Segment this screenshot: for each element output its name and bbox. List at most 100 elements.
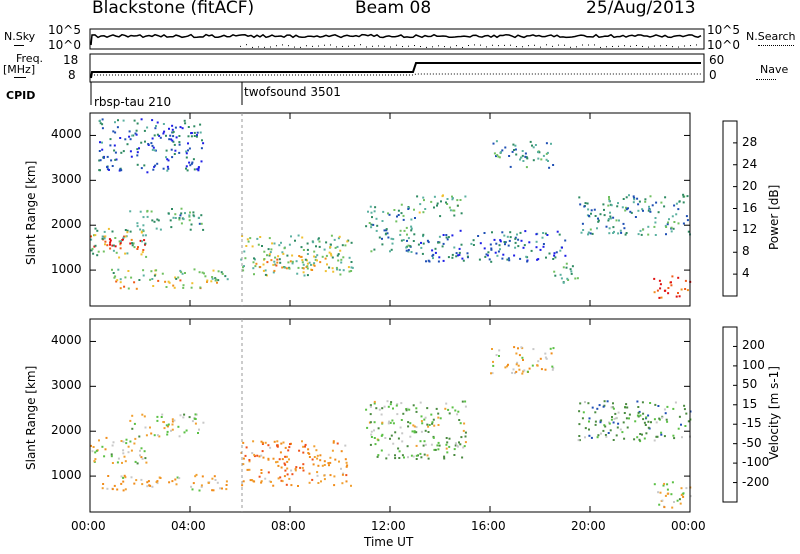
power-point <box>118 256 121 259</box>
power-point <box>109 241 112 244</box>
velocity-point <box>302 445 305 448</box>
velocity-point <box>264 441 267 444</box>
power-point <box>251 245 254 248</box>
velocity-point <box>420 415 423 418</box>
power-point <box>179 269 182 272</box>
velocity-point <box>375 407 378 410</box>
power-point <box>397 209 400 212</box>
nsearch-point <box>666 45 667 47</box>
power-point <box>109 138 112 141</box>
velocity-point <box>528 367 531 370</box>
y-tick-label: 3000 <box>51 172 82 187</box>
power-point <box>264 273 267 276</box>
power-point <box>658 279 661 282</box>
power-point <box>400 212 403 215</box>
velocity-point <box>260 440 263 443</box>
power-point <box>350 266 353 269</box>
velocity-point <box>246 468 249 471</box>
power-point <box>490 260 493 263</box>
velocity-point <box>156 419 159 422</box>
power-point <box>180 212 183 215</box>
power-point <box>441 245 444 248</box>
velocity-point <box>643 437 646 440</box>
power-point <box>130 238 133 241</box>
power-point <box>156 162 159 165</box>
velocity-point <box>461 400 464 403</box>
x-tick-label: 12:00 <box>371 519 406 533</box>
velocity-point <box>415 444 418 447</box>
velocity-point <box>515 363 518 366</box>
power-point <box>654 221 657 224</box>
power-point <box>583 205 586 208</box>
velocity-point <box>350 484 352 487</box>
power-point <box>548 252 551 255</box>
velocity-point <box>600 419 603 422</box>
power-point <box>436 204 438 207</box>
velocity-point <box>165 424 168 427</box>
velocity-point <box>653 439 656 442</box>
velocity-point <box>492 360 494 363</box>
x-tick-label: 20:00 <box>571 519 606 533</box>
velocity-point <box>341 473 344 476</box>
power-cbar-tick-label: 12 <box>742 222 758 237</box>
power-point <box>400 239 403 242</box>
velocity-point <box>622 421 625 424</box>
velocity-point <box>331 449 334 452</box>
power-point <box>115 251 118 254</box>
power-point <box>677 276 680 279</box>
nsearch-point <box>630 45 631 47</box>
power-point <box>119 137 122 139</box>
power-point <box>273 260 276 263</box>
power-point <box>315 245 317 248</box>
velocity-point <box>261 443 264 445</box>
power-colorbar <box>722 120 738 297</box>
velocity-point <box>139 454 141 457</box>
power-point <box>392 238 395 241</box>
power-point <box>306 253 309 255</box>
power-point <box>141 251 144 254</box>
power-point <box>587 231 590 234</box>
power-point <box>153 220 156 223</box>
power-point <box>499 248 501 251</box>
velocity-cbar-tick-label: 200 <box>742 338 765 353</box>
power-point <box>276 258 279 261</box>
power-point <box>196 131 199 134</box>
power-point <box>542 245 545 248</box>
power-point <box>132 242 135 245</box>
power-point <box>493 238 496 241</box>
velocity-point <box>287 449 290 452</box>
power-point <box>144 243 146 246</box>
power-point <box>445 201 447 204</box>
power-point <box>370 226 373 229</box>
velocity-point <box>102 483 105 485</box>
velocity-point <box>319 454 322 457</box>
power-point <box>192 214 195 217</box>
velocity-point <box>267 471 270 474</box>
velocity-point <box>328 464 330 467</box>
velocity-point <box>145 434 148 437</box>
power-point <box>197 216 200 219</box>
velocity-point <box>515 370 518 373</box>
power-point <box>455 255 458 258</box>
power-point <box>276 261 279 264</box>
power-point <box>154 164 157 167</box>
power-point <box>281 251 284 254</box>
velocity-point <box>182 416 185 419</box>
velocity-point <box>645 416 648 419</box>
velocity-point <box>381 407 384 410</box>
nsearch-point <box>306 45 307 47</box>
power-point <box>642 228 644 231</box>
power-point <box>140 141 143 144</box>
x-tick-label: 08:00 <box>271 519 306 533</box>
power-point <box>126 143 129 146</box>
velocity-point <box>427 425 430 428</box>
power-point <box>672 227 675 230</box>
velocity-point <box>276 440 279 443</box>
power-point <box>142 274 145 277</box>
nsearch-point <box>414 45 415 47</box>
power-point <box>178 135 181 137</box>
power-point <box>333 238 336 241</box>
velocity-point <box>125 438 128 441</box>
velocity-point <box>406 407 409 410</box>
velocity-point <box>614 412 617 415</box>
